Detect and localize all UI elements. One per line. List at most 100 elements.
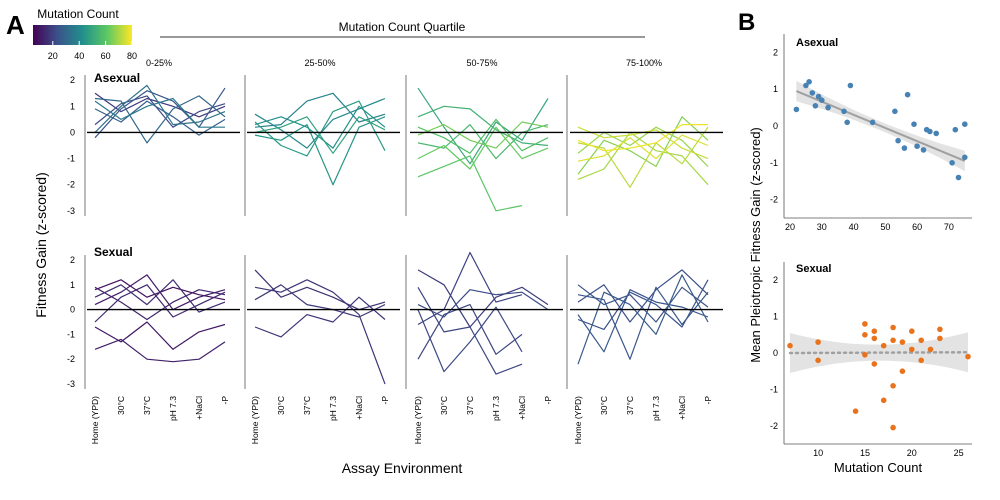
scatter-point <box>952 126 959 133</box>
scatter-point <box>909 328 915 335</box>
x-tick-label: Home (YPD) <box>90 396 100 444</box>
row-label-asexual: Asexual <box>94 71 140 85</box>
x-tick-label: +NaCl <box>194 396 204 420</box>
series-line <box>417 105 549 147</box>
x-tick-label: 37°C <box>465 396 475 415</box>
scatter-point <box>899 339 906 345</box>
y-tick-label-asexual: 1 <box>70 101 75 111</box>
scatter-point <box>809 90 816 96</box>
colorbar <box>33 25 132 45</box>
y-tick-label-sexual: 0 <box>70 305 75 315</box>
scatter-y-tick-label: 2 <box>773 275 778 285</box>
series-line <box>417 126 549 170</box>
scatter-y-tick-label: -1 <box>770 158 778 168</box>
scatter-y-tick-label: -1 <box>770 384 778 394</box>
series-line <box>254 97 386 149</box>
series-line <box>577 134 709 162</box>
series-line <box>417 289 549 318</box>
scatter-point <box>899 368 906 375</box>
scatter-point <box>890 324 896 331</box>
x-tick-label: 30°C <box>276 396 286 415</box>
series-line <box>94 95 226 144</box>
panel-a-xlabel: Assay Environment <box>342 460 463 476</box>
scatter-point <box>911 121 917 127</box>
x-tick-label: pH 7.3 <box>168 396 178 421</box>
quartile-header: Mutation Count Quartile <box>339 20 466 34</box>
scatter-y-tick-label: 0 <box>773 348 778 358</box>
scatter-x-tick-label: 10 <box>813 448 823 458</box>
scatter-point <box>927 128 933 135</box>
scatter-x-tick-label: 50 <box>880 222 890 232</box>
scatter-point <box>920 147 927 153</box>
scatter-point <box>806 79 812 85</box>
scatter-point <box>918 337 924 344</box>
x-tick-label: 30°C <box>116 396 126 415</box>
y-tick-label-asexual: -2 <box>67 180 75 190</box>
x-tick-label: 37°C <box>625 396 635 415</box>
row-label-sexual: Sexual <box>94 245 133 259</box>
x-tick-label: +NaCl <box>354 396 364 420</box>
x-tick-label: Home (YPD) <box>573 396 583 444</box>
colorbar-ticks: 20 40 60 80 <box>48 41 137 61</box>
scatter-point <box>841 108 847 115</box>
scatter-point <box>933 130 939 137</box>
series-line <box>417 155 523 212</box>
series-line <box>94 321 226 350</box>
x-tick-label: pH 7.3 <box>328 396 338 421</box>
scatter-point <box>937 326 943 333</box>
scatter-x-tick-label: 30 <box>817 222 827 232</box>
panel-a-plots: 2 1 0 -1 -2 -3 2 1 0 -1 -2 -3 Home (YPD) 30°C 37°C pH 7… <box>67 75 723 444</box>
series-line <box>254 284 386 318</box>
x-tick-label: 37°C <box>302 396 312 415</box>
colorbar-tick-label: 20 <box>48 51 58 61</box>
y-tick-label-sexual: -3 <box>67 379 75 389</box>
scatter-point <box>862 332 868 338</box>
series-line <box>417 286 523 375</box>
scatter-x-tick-label: 60 <box>912 222 922 232</box>
series-line <box>417 304 523 360</box>
scatter-point <box>892 108 898 115</box>
scatter-x-tick-label: 20 <box>785 222 795 232</box>
series-line <box>577 289 709 353</box>
x-tick-label: pH 7.3 <box>651 396 661 421</box>
x-tick-label: Home (YPD) <box>250 396 260 444</box>
series-line <box>577 116 709 175</box>
panel-b-sexual-label: Sexual <box>796 263 831 275</box>
panel-a-ylabel: Fitness Gain (z-scored) <box>33 172 49 317</box>
scatter-y-tick-label: 1 <box>773 84 778 94</box>
series-line <box>94 338 226 363</box>
series-line <box>577 131 709 186</box>
series-line <box>94 279 226 313</box>
panel-b-letter: B <box>738 9 755 36</box>
scatter-y-tick-label: 1 <box>773 312 778 322</box>
scatter-x-tick-label: 15 <box>860 448 870 458</box>
scatter-y-tick-label: 2 <box>773 47 778 57</box>
scatter-point <box>962 121 968 127</box>
series-line <box>417 251 523 326</box>
scatter-point <box>965 353 971 360</box>
scatter-point <box>927 346 934 353</box>
scatter-x-tick-label: 40 <box>849 222 859 232</box>
series-line <box>417 121 549 149</box>
scatter-point <box>901 145 908 151</box>
panel-b-asexual-label: Asexual <box>796 37 838 49</box>
x-tick-label: +NaCl <box>517 396 527 420</box>
colorbar-tick-label: 40 <box>74 51 84 61</box>
x-tick-label: 30°C <box>439 396 449 415</box>
quartile-label-4: 75-100% <box>626 58 662 68</box>
colorbar-tick-label: 60 <box>101 51 111 61</box>
series-line <box>94 97 225 128</box>
y-tick-label-sexual: -2 <box>67 354 75 364</box>
x-tick-label: 37°C <box>142 396 152 415</box>
scatter-point <box>815 93 822 100</box>
x-tick-label: Home (YPD) <box>413 396 423 444</box>
scatter-point <box>962 154 968 161</box>
scatter-point <box>812 103 819 109</box>
y-tick-label-sexual: 1 <box>70 280 75 290</box>
series-line <box>94 284 226 323</box>
x-tick-label: -P <box>703 396 713 405</box>
scatter-point <box>871 335 878 342</box>
scatter-point <box>815 357 821 364</box>
series-line <box>577 284 709 323</box>
scatter-y-tick-label: 0 <box>773 121 778 131</box>
